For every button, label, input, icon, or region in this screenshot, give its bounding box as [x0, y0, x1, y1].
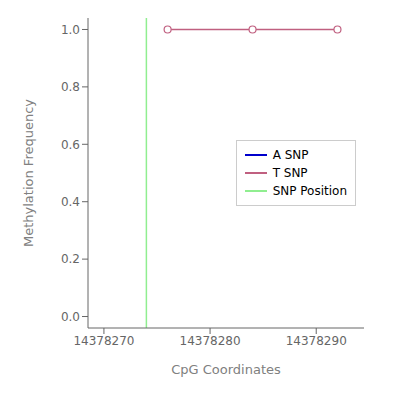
- html-text:A SNP: A SNP: [272, 148, 309, 162]
- svg-text:14378280: 14378280: [180, 334, 241, 348]
- html-text:T SNP: T SNP: [272, 166, 308, 180]
- svg-text:0.4: 0.4: [61, 195, 80, 209]
- html-text:SNP Position: SNP Position: [272, 184, 347, 198]
- svg-text:Methylation Frequency: Methylation Frequency: [21, 99, 36, 247]
- svg-text:0.6: 0.6: [61, 138, 80, 152]
- svg-text:0.2: 0.2: [61, 252, 80, 266]
- svg-text:0.8: 0.8: [61, 80, 80, 94]
- svg-text:14378270: 14378270: [73, 334, 134, 348]
- svg-text:1.0: 1.0: [61, 23, 80, 37]
- svg-text:14378290: 14378290: [286, 334, 347, 348]
- svg-text:CpG Coordinates: CpG Coordinates: [171, 362, 281, 377]
- svg-text:0.0: 0.0: [61, 310, 80, 324]
